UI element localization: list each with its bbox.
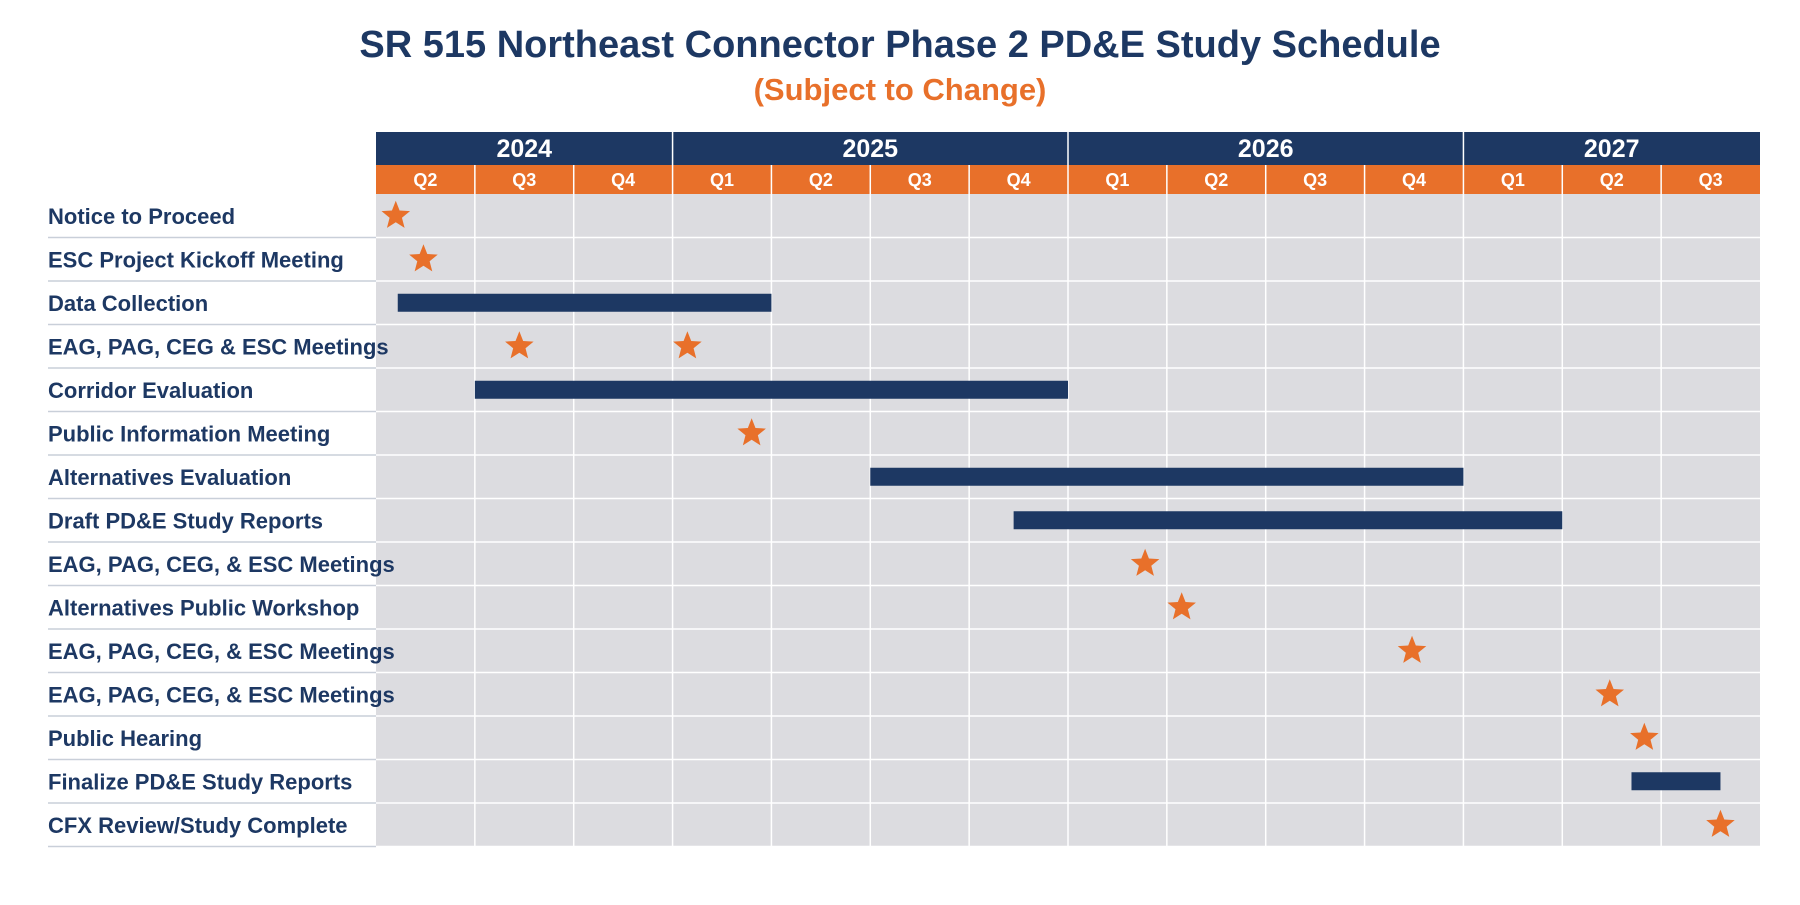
milestone-star-icon	[1595, 679, 1624, 707]
task-label: Alternatives Public Workshop	[48, 595, 359, 620]
milestone-star-icon	[673, 331, 702, 359]
year-header-cell	[376, 132, 673, 165]
quarter-label: Q2	[1600, 170, 1624, 190]
task-bar	[1631, 772, 1721, 791]
milestone-star-icon	[1167, 592, 1196, 620]
milestone-star-icon	[1397, 635, 1427, 663]
quarter-label: Q2	[1204, 170, 1228, 190]
task-label: Notice to Proceed	[48, 204, 235, 229]
year-label: 2025	[842, 135, 898, 163]
chart-title: SR 515 Northeast Connector Phase 2 PD&E …	[359, 24, 1441, 66]
task-label: Corridor Evaluation	[48, 378, 253, 403]
quarter-label: Q2	[809, 170, 833, 190]
task-label: CFX Review/Study Complete	[48, 813, 348, 838]
quarter-label: Q3	[512, 170, 536, 190]
task-bar	[397, 293, 772, 312]
quarter-label: Q4	[1007, 170, 1031, 190]
year-label: 2026	[1238, 135, 1294, 163]
task-label: EAG, PAG, CEG, & ESC Meetings	[48, 639, 395, 664]
quarter-label: Q4	[611, 170, 635, 190]
year-header-cell	[672, 132, 1068, 165]
milestone-star-icon	[1706, 809, 1735, 837]
milestone-star-icon	[409, 244, 438, 272]
chart-subtitle: (Subject to Change)	[753, 72, 1047, 107]
task-bar	[1013, 511, 1563, 530]
milestone-star-icon	[737, 418, 766, 446]
task-bar	[870, 467, 1464, 486]
quarter-label: Q1	[1105, 170, 1129, 190]
quarter-label: Q2	[413, 170, 437, 190]
task-label: Public Information Meeting	[48, 421, 330, 446]
task-label: EAG, PAG, CEG & ESC Meetings	[48, 334, 389, 359]
milestone-star-icon	[1130, 548, 1160, 576]
milestone-star-icon	[505, 331, 534, 359]
quarter-label: Q3	[1303, 170, 1327, 190]
task-bar	[474, 380, 1068, 399]
task-label: ESC Project Kickoff Meeting	[48, 247, 344, 272]
year-header-cell	[1463, 132, 1760, 165]
quarter-label: Q3	[1699, 170, 1723, 190]
year-label: 2024	[496, 135, 552, 163]
year-header-cell	[1068, 132, 1464, 165]
quarter-label: Q4	[1402, 170, 1426, 190]
year-label: 2027	[1584, 135, 1640, 163]
task-label: EAG, PAG, CEG, & ESC Meetings	[48, 682, 395, 707]
task-label: Public Hearing	[48, 726, 202, 751]
quarter-label: Q1	[710, 170, 734, 190]
quarter-label: Q1	[1501, 170, 1525, 190]
task-label: Data Collection	[48, 291, 208, 316]
task-label: Draft PD&E Study Reports	[48, 508, 323, 533]
task-label: EAG, PAG, CEG, & ESC Meetings	[48, 552, 395, 577]
task-label: Alternatives Evaluation	[48, 465, 291, 490]
milestone-star-icon	[381, 200, 411, 228]
task-label: Finalize PD&E Study Reports	[48, 769, 352, 794]
milestone-star-icon	[1630, 722, 1659, 750]
quarter-label: Q3	[908, 170, 932, 190]
